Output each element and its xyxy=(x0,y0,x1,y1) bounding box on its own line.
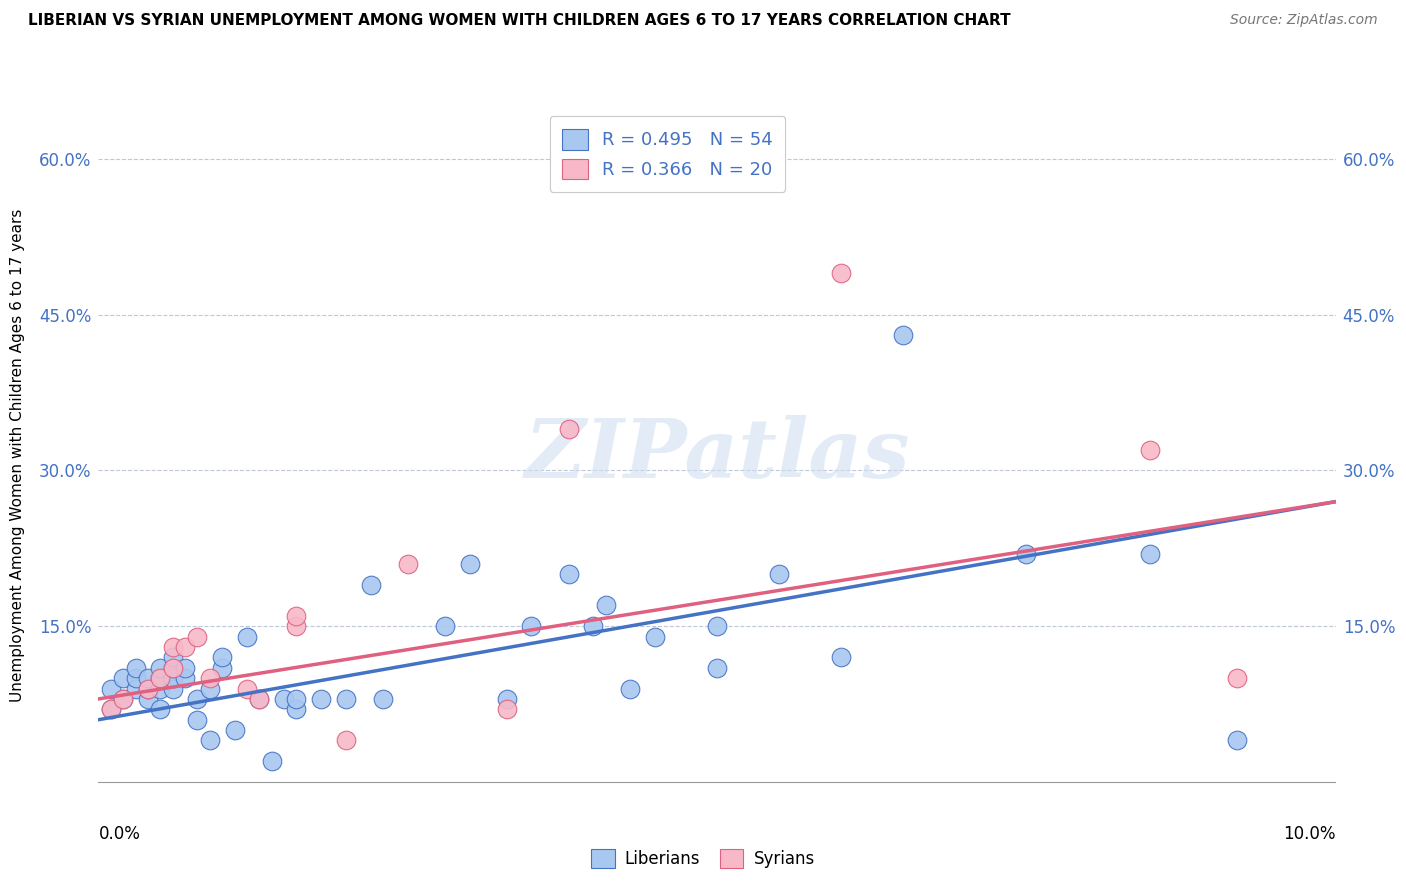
Point xyxy=(396,557,419,571)
Point xyxy=(162,650,184,665)
Point xyxy=(260,754,283,768)
Point xyxy=(100,681,122,696)
Point xyxy=(112,692,135,706)
Point xyxy=(136,692,159,706)
Point xyxy=(520,619,543,633)
Point xyxy=(273,692,295,706)
Point xyxy=(162,661,184,675)
Point xyxy=(582,619,605,633)
Point xyxy=(124,681,146,696)
Point xyxy=(162,671,184,685)
Point xyxy=(149,702,172,716)
Legend: Liberians, Syrians: Liberians, Syrians xyxy=(585,842,821,875)
Point xyxy=(112,671,135,685)
Point xyxy=(619,681,641,696)
Point xyxy=(224,723,246,738)
Point xyxy=(162,681,184,696)
Point xyxy=(644,630,666,644)
Point xyxy=(285,692,308,706)
Point xyxy=(124,671,146,685)
Point xyxy=(830,266,852,280)
Point xyxy=(285,608,308,623)
Point xyxy=(162,640,184,654)
Point xyxy=(211,650,233,665)
Point xyxy=(285,619,308,633)
Point xyxy=(174,640,197,654)
Point xyxy=(149,681,172,696)
Point xyxy=(186,713,208,727)
Point xyxy=(1139,442,1161,457)
Point xyxy=(495,692,517,706)
Point xyxy=(557,567,579,582)
Point xyxy=(360,578,382,592)
Point xyxy=(768,567,790,582)
Point xyxy=(335,692,357,706)
Point xyxy=(100,702,122,716)
Point xyxy=(149,671,172,685)
Point xyxy=(198,733,221,747)
Point xyxy=(433,619,456,633)
Point xyxy=(236,681,259,696)
Point xyxy=(891,328,914,343)
Point xyxy=(247,692,270,706)
Point xyxy=(112,692,135,706)
Text: 0.0%: 0.0% xyxy=(98,825,141,843)
Point xyxy=(186,692,208,706)
Point xyxy=(136,671,159,685)
Point xyxy=(706,619,728,633)
Legend: R = 0.495   N = 54, R = 0.366   N = 20: R = 0.495 N = 54, R = 0.366 N = 20 xyxy=(550,116,786,192)
Text: LIBERIAN VS SYRIAN UNEMPLOYMENT AMONG WOMEN WITH CHILDREN AGES 6 TO 17 YEARS COR: LIBERIAN VS SYRIAN UNEMPLOYMENT AMONG WO… xyxy=(28,13,1011,29)
Point xyxy=(198,681,221,696)
Point xyxy=(198,671,221,685)
Text: Source: ZipAtlas.com: Source: ZipAtlas.com xyxy=(1230,13,1378,28)
Point xyxy=(371,692,394,706)
Y-axis label: Unemployment Among Women with Children Ages 6 to 17 years: Unemployment Among Women with Children A… xyxy=(10,208,25,702)
Point xyxy=(136,681,159,696)
Point xyxy=(309,692,332,706)
Point xyxy=(830,650,852,665)
Point xyxy=(186,630,208,644)
Point xyxy=(495,702,517,716)
Point xyxy=(174,661,197,675)
Point xyxy=(1226,733,1249,747)
Text: 10.0%: 10.0% xyxy=(1284,825,1336,843)
Point xyxy=(236,630,259,644)
Point xyxy=(1015,547,1038,561)
Point xyxy=(100,702,122,716)
Point xyxy=(595,599,617,613)
Point xyxy=(136,681,159,696)
Point xyxy=(174,671,197,685)
Point xyxy=(247,692,270,706)
Point xyxy=(285,702,308,716)
Text: ZIPatlas: ZIPatlas xyxy=(524,415,910,495)
Point xyxy=(211,661,233,675)
Point xyxy=(162,661,184,675)
Point xyxy=(149,671,172,685)
Point xyxy=(458,557,481,571)
Point xyxy=(335,733,357,747)
Point xyxy=(149,661,172,675)
Point xyxy=(706,661,728,675)
Point xyxy=(1226,671,1249,685)
Point xyxy=(557,422,579,436)
Point xyxy=(124,661,146,675)
Point xyxy=(1139,547,1161,561)
